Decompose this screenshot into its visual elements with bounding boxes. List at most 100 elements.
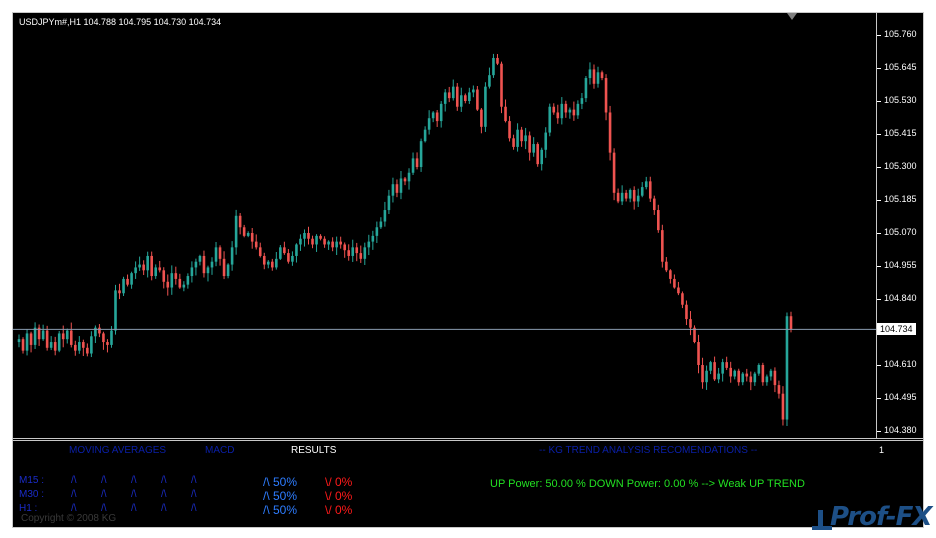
header-trend-analysis: -- KG TREND ANALYSIS RECOMENDATIONS -- [539,445,758,456]
bear-candle [781,393,785,420]
bull-candle [379,221,383,228]
bull-candle [122,278,125,294]
bear-candle [777,385,781,394]
bear-candle [21,339,25,351]
bear-candle [536,144,539,165]
bear-candle [45,330,49,348]
price-axis-label: 105.300 [884,161,917,171]
bull-candle [194,261,198,268]
bear-candle [323,238,326,245]
indicator-scale-label: 1 [879,445,885,455]
bull-candle [367,241,371,248]
bear-candle [608,112,612,153]
bear-candle [552,106,556,113]
bull-candle [170,273,174,288]
price-axis-tick [877,200,881,201]
bull-candle [246,233,250,236]
price-axis-label: 104.380 [884,425,917,435]
price-axis-tick [877,167,881,168]
bull-candle [230,247,234,265]
bear-candle [218,247,222,259]
bull-candle [628,189,632,199]
price-axis-tick [877,365,881,366]
bear-candle [331,241,334,248]
price-axis-label: 104.495 [884,392,917,402]
bull-candle [78,342,81,351]
bear-candle [82,342,85,348]
bull-candle [544,132,548,150]
bull-candle [468,92,471,101]
bear-candle [86,347,89,354]
bear-candle [355,247,359,254]
bear-candle [677,287,680,294]
bull-candle [636,195,640,202]
bull-candle [375,227,379,236]
bear-candle [258,247,262,256]
price-axis-label: 104.955 [884,260,917,270]
copyright-label: Copyright © 2008 KG [21,513,117,524]
indicator-pane[interactable]: MOVING AVERAGES MACD RESULTS -- KG TREND… [13,441,923,527]
bear-candle [512,138,515,147]
bull-candle [303,233,306,239]
bull-candle [524,135,527,142]
bull-candle [90,336,93,354]
bull-candle [154,267,158,277]
bull-candle [769,370,773,377]
bear-candle [158,267,162,271]
price-axis-label: 105.530 [884,95,917,105]
signal-arrow: /\ [131,475,137,486]
bear-candle [359,253,363,259]
bear-candle [652,198,656,211]
bull-candle [532,144,535,153]
bull-candle [423,129,427,142]
bear-candle [648,181,652,199]
bear-candle [73,344,77,351]
bear-candle [307,233,310,239]
price-chart-pane[interactable]: USDJPYm#,H1 104.788 104.795 104.730 104.… [13,13,923,439]
pane-divider[interactable] [13,438,923,441]
signal-arrow: /\ [71,489,77,500]
bear-candle [222,258,226,277]
bull-candle [484,86,487,127]
candlestick-chart[interactable] [13,13,923,439]
bear-candle [480,109,483,127]
bear-candle [415,158,419,167]
bear-candle [238,215,242,228]
bear-candle [520,129,523,142]
bear-candle [395,184,399,193]
signal-arrow: /\ [131,503,137,514]
price-axis-tick [877,134,881,135]
bear-candle [592,69,596,84]
price-axis-tick [877,233,881,234]
signal-arrow: /\ [161,475,167,486]
bear-candle [624,192,628,199]
bull-candle [291,255,294,262]
bull-candle [335,241,338,248]
bull-candle [407,172,411,182]
bull-candle [427,118,431,130]
signal-arrow: /\ [161,503,167,514]
price-axis-label: 104.840 [884,293,917,303]
bull-candle [138,264,141,268]
chart-window: USDJPYm#,H1 104.788 104.795 104.730 104.… [12,12,924,528]
bear-candle [283,247,286,254]
bull-candle [49,342,53,348]
bull-candle [705,370,708,383]
bear-candle [616,192,620,202]
bull-candle [234,215,238,248]
bear-candle [600,72,604,79]
bull-candle [765,376,769,383]
bull-candle [411,158,415,173]
chart-shift-marker[interactable] [787,13,797,20]
bull-candle [371,235,375,242]
price-axis-label: 105.645 [884,62,917,72]
bull-candle [134,267,137,274]
bull-candle [721,362,724,374]
bull-candle [186,276,190,285]
bear-candle [69,330,73,345]
bear-candle [725,362,728,368]
price-axis-tick [877,35,881,36]
bull-candle [214,247,218,262]
bear-candle [476,89,479,110]
bull-candle [33,327,37,345]
